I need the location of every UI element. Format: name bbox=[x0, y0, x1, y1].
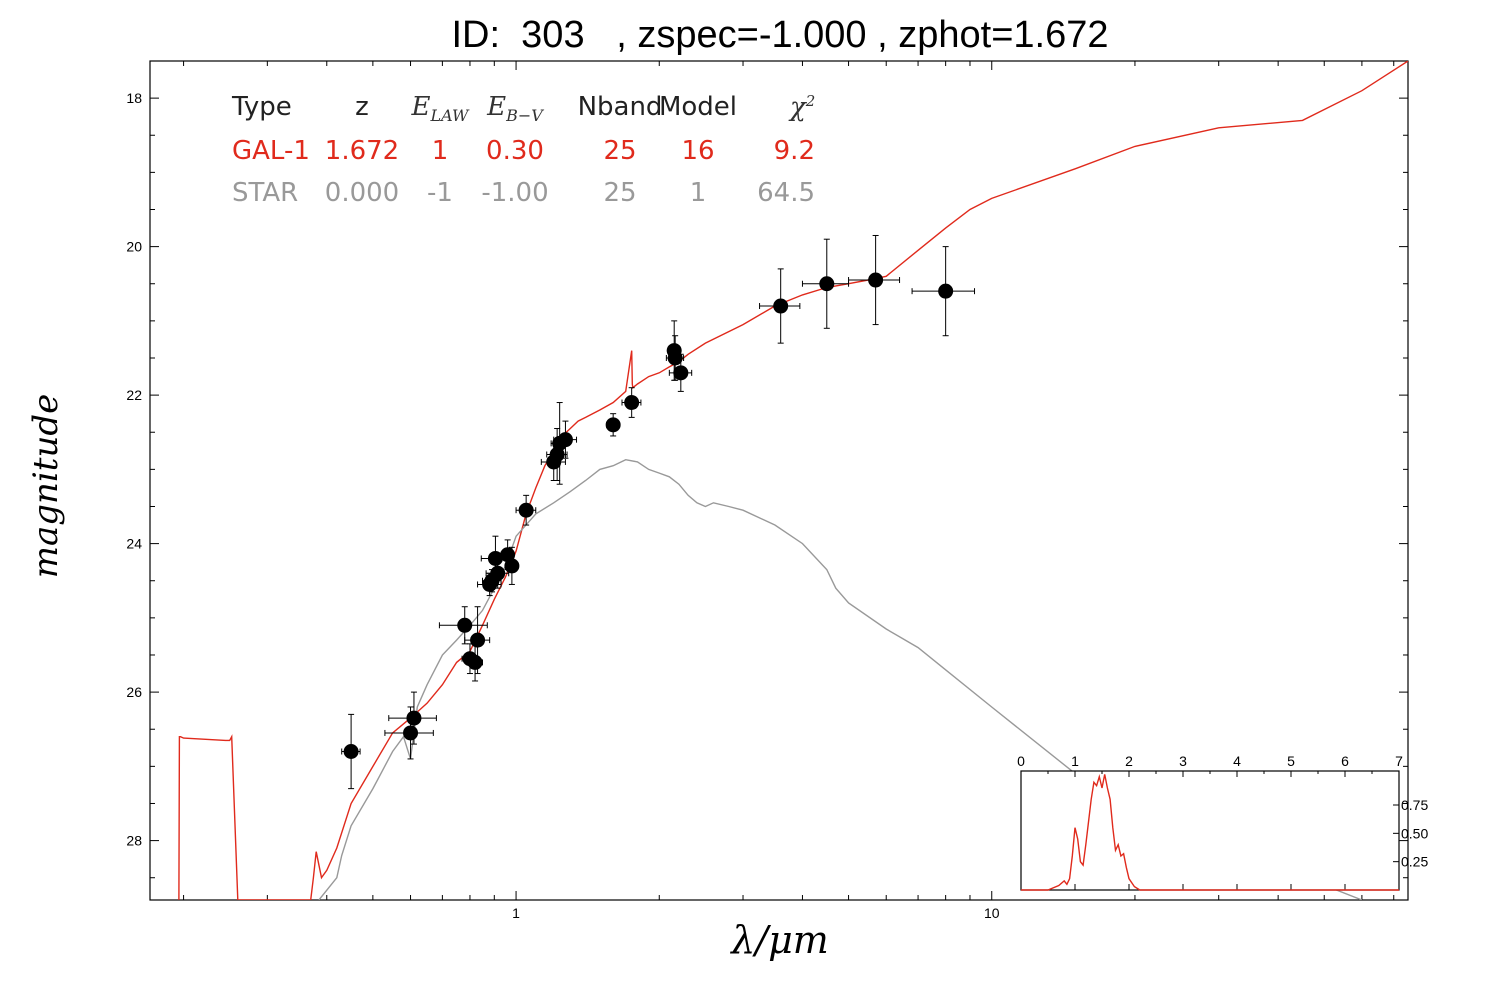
inset-x-tick-label: 3 bbox=[1179, 753, 1187, 769]
header-elaw: ELAW bbox=[411, 92, 469, 126]
row-gal-1-type: GAL-1 bbox=[232, 136, 310, 166]
row-star-nband: 25 bbox=[603, 178, 637, 208]
data-point bbox=[605, 417, 621, 433]
row-star-ebv: -1.00 bbox=[481, 178, 549, 208]
y-tick-label: 20 bbox=[126, 239, 142, 255]
inset-frame bbox=[1020, 770, 1400, 891]
data-point bbox=[406, 710, 422, 726]
data-point bbox=[624, 395, 640, 411]
header-chi2: χ2 bbox=[790, 92, 816, 123]
inset-y-tick-label: 0.75 bbox=[1401, 797, 1428, 813]
pdz-inset: 0 1 2 3 4 5 6 7 0.25 0.50 0.75 bbox=[1017, 753, 1428, 891]
y-tick-label: 28 bbox=[126, 833, 142, 849]
inset-x-tick-label: 0 bbox=[1017, 753, 1025, 769]
y-tick-label: 22 bbox=[126, 387, 142, 403]
inset-y-tick-label: 0.50 bbox=[1401, 825, 1428, 841]
y-axis-label-wrap: magnitude bbox=[6, 394, 86, 579]
data-point bbox=[403, 725, 419, 741]
data-point bbox=[819, 276, 835, 292]
data-point bbox=[938, 283, 954, 299]
chart-title: ID: 303 , zspec=-1.000 , zphot=1.672 bbox=[451, 14, 1109, 56]
row-star-z: 0.000 bbox=[324, 178, 400, 208]
x-axis-label: λ/μm bbox=[731, 918, 829, 962]
data-point bbox=[470, 632, 486, 648]
y-tick-label: 18 bbox=[126, 90, 142, 106]
data-point bbox=[457, 617, 473, 633]
row-gal-1-z: 1.672 bbox=[324, 136, 400, 166]
row-star-chi2: 64.5 bbox=[757, 178, 815, 208]
row-gal-1-ebv: 0.30 bbox=[486, 136, 544, 166]
data-point bbox=[343, 744, 359, 760]
model-line-star bbox=[318, 458, 1363, 900]
x-tick-label: 1 bbox=[512, 905, 520, 921]
row-gal-1-elaw: 1 bbox=[431, 136, 449, 166]
y-tick-label: 24 bbox=[126, 536, 142, 552]
row-star-model: 1 bbox=[689, 178, 707, 208]
header-ebv: EB−V bbox=[487, 92, 543, 126]
y-tick-label: 26 bbox=[126, 684, 142, 700]
header-z: z bbox=[355, 92, 369, 122]
data-point bbox=[490, 565, 506, 581]
plot-frame bbox=[149, 60, 1409, 901]
data-point bbox=[673, 365, 689, 381]
header-type: Type bbox=[232, 92, 292, 122]
pdz-line bbox=[1021, 774, 1399, 891]
data-point bbox=[773, 298, 789, 314]
inset-x-tick-label: 6 bbox=[1341, 753, 1349, 769]
data-point bbox=[504, 558, 520, 574]
data-point bbox=[467, 654, 483, 670]
y-axis-label: magnitude bbox=[26, 393, 66, 579]
inset-x-tick-label: 5 bbox=[1287, 753, 1295, 769]
inset-x-tick-label: 7 bbox=[1395, 753, 1403, 769]
row-gal-1-nband: 25 bbox=[603, 136, 637, 166]
header-model: Model bbox=[658, 92, 738, 122]
inset-x-tick-label: 1 bbox=[1071, 753, 1079, 769]
inset-y-tick-label: 0.25 bbox=[1401, 854, 1428, 870]
plot-area bbox=[178, 61, 1408, 900]
row-gal-1-model: 16 bbox=[681, 136, 715, 166]
x-tick-label: 10 bbox=[984, 905, 1000, 921]
inset-x-tick-label: 2 bbox=[1125, 753, 1133, 769]
header-nband: Nband bbox=[577, 92, 663, 122]
data-point bbox=[868, 272, 884, 288]
row-star-elaw: -1 bbox=[427, 178, 453, 208]
inset-x-tick-label: 4 bbox=[1233, 753, 1241, 769]
data-point bbox=[557, 432, 573, 448]
row-gal-1-chi2: 9.2 bbox=[773, 136, 815, 166]
row-star-type: STAR bbox=[232, 178, 299, 208]
data-point bbox=[518, 502, 534, 518]
